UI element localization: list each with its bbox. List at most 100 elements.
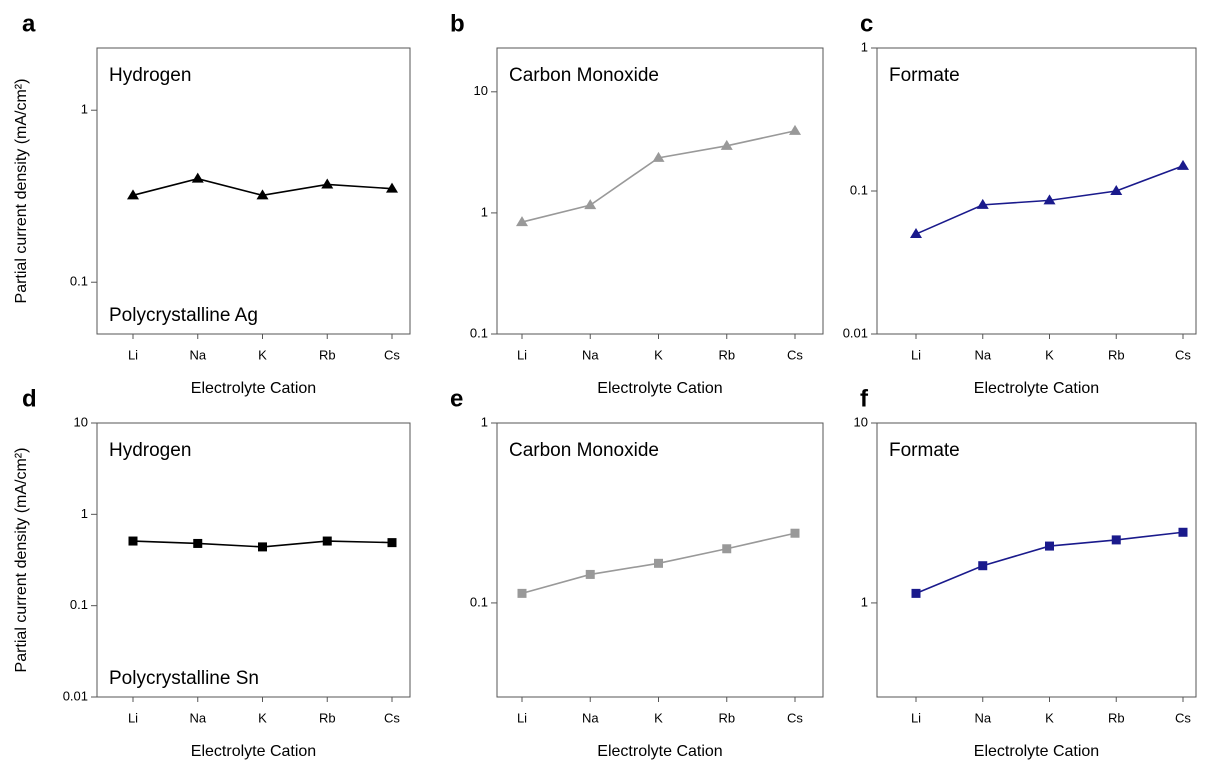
panel-label: b bbox=[450, 10, 465, 37]
marker bbox=[1043, 194, 1056, 205]
x-tick-label: Li bbox=[517, 347, 527, 362]
marker bbox=[191, 172, 204, 183]
x-tick-label: K bbox=[654, 710, 663, 725]
panel-label: c bbox=[860, 10, 873, 37]
x-tick-label: Li bbox=[517, 710, 527, 725]
x-tick-label: K bbox=[1045, 710, 1054, 725]
marker bbox=[387, 538, 397, 548]
x-axis-label: Electrolyte Cation bbox=[597, 743, 722, 760]
y-tick-label: 10 bbox=[854, 414, 868, 429]
marker bbox=[790, 528, 800, 538]
x-tick-label: Li bbox=[128, 347, 138, 362]
x-tick-label: Na bbox=[189, 347, 206, 362]
x-axis-label: Electrolyte Cation bbox=[974, 743, 1099, 760]
plot-frame bbox=[876, 47, 1197, 335]
y-tick-label: 0.01 bbox=[843, 325, 868, 340]
marker bbox=[722, 544, 732, 554]
marker bbox=[128, 536, 138, 546]
x-axis-label: Electrolyte Cation bbox=[974, 380, 1099, 397]
y-tick-label: 1 bbox=[481, 414, 488, 429]
x-tick-label: K bbox=[1045, 347, 1054, 362]
marker bbox=[585, 569, 595, 579]
y-tick-label: 0.1 bbox=[470, 325, 488, 340]
marker bbox=[789, 124, 801, 135]
plot-frame bbox=[496, 47, 824, 335]
marker bbox=[193, 538, 203, 548]
marker bbox=[1110, 185, 1123, 195]
x-tick-label: Na bbox=[974, 710, 991, 725]
y-axis-label: Partial current density (mA/cm²) bbox=[13, 448, 30, 673]
x-tick-label: Rb bbox=[718, 347, 735, 362]
x-tick-label: Rb bbox=[319, 347, 336, 362]
marker bbox=[584, 199, 597, 210]
marker bbox=[654, 558, 663, 568]
x-tick-label: K bbox=[258, 347, 267, 362]
plot-frame bbox=[496, 422, 824, 698]
marker bbox=[978, 561, 988, 571]
x-tick-label: Cs bbox=[384, 710, 400, 725]
x-tick-label: Li bbox=[911, 347, 921, 362]
x-tick-label: Cs bbox=[384, 347, 400, 362]
x-tick-label: Na bbox=[582, 710, 599, 725]
y-tick-label: 0.01 bbox=[63, 688, 88, 703]
x-tick-label: Cs bbox=[1175, 710, 1191, 725]
y-tick-label: 1 bbox=[81, 506, 88, 521]
plot-frame bbox=[876, 422, 1197, 698]
panel-title: Formate bbox=[889, 65, 960, 86]
y-tick-label: 10 bbox=[474, 83, 488, 98]
marker bbox=[127, 189, 139, 200]
x-tick-label: Na bbox=[974, 347, 991, 362]
marker bbox=[1177, 159, 1189, 170]
annotation: Polycrystalline Ag bbox=[109, 305, 258, 326]
panel-title: Hydrogen bbox=[109, 440, 191, 461]
marker bbox=[720, 139, 733, 150]
marker bbox=[1178, 527, 1188, 537]
x-tick-label: Cs bbox=[787, 347, 803, 362]
x-tick-label: Na bbox=[582, 347, 599, 362]
x-tick-label: Li bbox=[128, 710, 138, 725]
y-tick-label: 1 bbox=[481, 204, 488, 219]
x-axis-label: Electrolyte Cation bbox=[191, 743, 316, 760]
panel-title: Hydrogen bbox=[109, 65, 191, 86]
panel-label: d bbox=[22, 385, 37, 412]
plot-frame bbox=[96, 422, 411, 698]
y-tick-label: 0.1 bbox=[850, 182, 868, 197]
marker bbox=[321, 178, 334, 189]
panel-label: a bbox=[22, 10, 36, 37]
x-axis-label: Electrolyte Cation bbox=[191, 380, 316, 397]
marker bbox=[517, 588, 527, 598]
y-tick-label: 10 bbox=[74, 414, 88, 429]
x-tick-label: Rb bbox=[1108, 710, 1125, 725]
marker bbox=[322, 536, 332, 546]
x-axis-label: Electrolyte Cation bbox=[597, 380, 722, 397]
y-tick-label: 1 bbox=[861, 594, 868, 609]
marker bbox=[258, 542, 267, 552]
series-line bbox=[521, 130, 796, 223]
x-tick-label: Rb bbox=[1108, 347, 1125, 362]
panel-title: Carbon Monoxide bbox=[509, 65, 659, 86]
x-tick-label: Rb bbox=[718, 710, 735, 725]
y-tick-label: 1 bbox=[861, 39, 868, 54]
marker bbox=[910, 228, 922, 239]
x-tick-label: Cs bbox=[1175, 347, 1191, 362]
plot-frame bbox=[96, 47, 411, 335]
y-tick-label: 0.1 bbox=[70, 274, 88, 289]
marker bbox=[911, 588, 921, 598]
annotation: Polycrystalline Sn bbox=[109, 668, 259, 689]
x-tick-label: Cs bbox=[787, 710, 803, 725]
x-tick-label: K bbox=[654, 347, 663, 362]
y-tick-label: 1 bbox=[81, 102, 88, 117]
panel-label: e bbox=[450, 385, 463, 412]
panel-title: Formate bbox=[889, 440, 960, 461]
x-tick-label: Rb bbox=[319, 710, 336, 725]
marker bbox=[1111, 535, 1121, 545]
x-tick-label: Na bbox=[189, 710, 206, 725]
y-axis-label: Partial current density (mA/cm²) bbox=[13, 79, 30, 304]
marker bbox=[516, 216, 528, 227]
marker bbox=[976, 198, 989, 209]
x-tick-label: Li bbox=[911, 710, 921, 725]
series-line bbox=[915, 531, 1184, 595]
panel-title: Carbon Monoxide bbox=[509, 440, 659, 461]
x-tick-label: K bbox=[258, 710, 267, 725]
